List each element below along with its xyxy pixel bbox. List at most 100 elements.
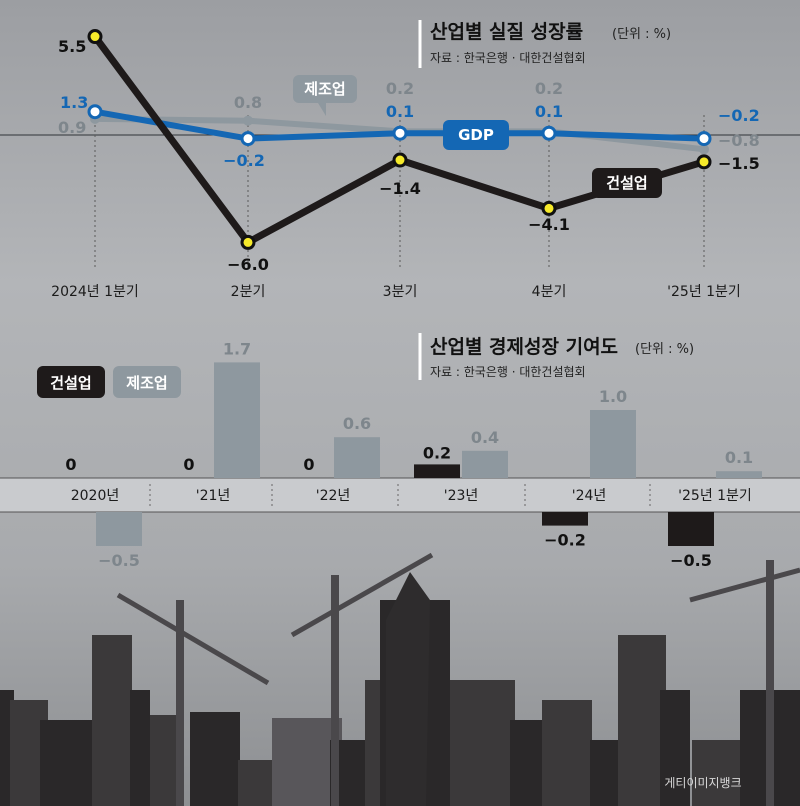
- unit-label: (단위 : %): [635, 342, 694, 357]
- data-label-construction: −0.5: [670, 551, 712, 570]
- data-label-construction: −4.1: [528, 215, 570, 234]
- building: [542, 700, 592, 806]
- data-label-construction: −1.4: [379, 179, 421, 198]
- data-label-manufacturing: 0.4: [471, 428, 499, 447]
- chart-title: 산업별 경제성장 기여도: [430, 336, 618, 358]
- point-construction: [240, 234, 256, 250]
- unit-label: (단위 : %): [612, 27, 671, 42]
- point-construction: [696, 154, 712, 170]
- x-axis-band: [0, 478, 800, 512]
- point-manufacturing: [243, 115, 253, 126]
- bar-manufacturing: [590, 410, 636, 478]
- bar-manufacturing: [716, 471, 762, 478]
- bar-manufacturing: [214, 362, 260, 478]
- data-label-manufacturing: 0.1: [725, 448, 753, 467]
- x-tick-label: '22년: [316, 488, 351, 504]
- data-label-manufacturing: 0.2: [386, 79, 414, 98]
- legend-swatch-manufacturing: [113, 366, 181, 398]
- x-tick-label: '25년 1분기: [667, 284, 741, 300]
- point-gdp: [240, 131, 256, 147]
- x-tick-label: '23년: [444, 488, 479, 504]
- point-construction: [87, 29, 103, 45]
- point-gdp: [696, 131, 712, 147]
- bar-construction: [668, 512, 714, 546]
- data-label-gdp: 0.1: [386, 102, 414, 121]
- data-label-gdp: −0.2: [718, 106, 760, 125]
- x-tick-label: 2020년: [71, 488, 120, 504]
- crane-boom: [689, 567, 800, 603]
- data-label-gdp: 1.3: [60, 93, 88, 112]
- data-label-manufacturing: 1.0: [599, 387, 627, 406]
- legend-swatch-construction: [37, 366, 105, 398]
- point-gdp: [87, 104, 103, 120]
- data-label-construction: −6.0: [227, 255, 269, 274]
- bar-manufacturing: [462, 450, 508, 478]
- city-skyline-illustration: [0, 552, 800, 806]
- callout-pointer: [318, 103, 326, 116]
- data-label-manufacturing: 0.6: [343, 414, 371, 433]
- building: [92, 635, 132, 806]
- data-label-construction: 0: [303, 455, 314, 474]
- x-tick-label: 2분기: [231, 284, 266, 300]
- data-label-gdp: 0.1: [535, 102, 563, 121]
- building: [190, 712, 240, 806]
- bar-construction: [414, 464, 460, 478]
- building: [238, 760, 274, 806]
- x-tick-label: '24년: [572, 488, 607, 504]
- point-manufacturing: [699, 144, 709, 155]
- callout-construction-box: [592, 168, 662, 198]
- x-tick-label: 3분기: [383, 284, 418, 300]
- building: [660, 690, 690, 806]
- building: [618, 635, 666, 806]
- chart-title: 산업별 실질 성장률: [430, 21, 583, 43]
- legend-label-manufacturing: 제조업: [126, 374, 167, 392]
- crane-mast: [176, 600, 184, 806]
- point-gdp: [541, 125, 557, 141]
- data-label-manufacturing: −0.8: [718, 131, 760, 150]
- bar-manufacturing: [96, 512, 142, 546]
- data-label-manufacturing: 1.7: [223, 339, 251, 358]
- image-credit: 게티이미지뱅크: [664, 776, 741, 790]
- growth-rate-line-chart: 산업별 실질 성장률 (단위 : %) 자료 : 한국은행 · 대한건설협회 2024…: [0, 20, 800, 300]
- building: [130, 690, 150, 806]
- building: [510, 720, 545, 806]
- data-label-manufacturing: 0.2: [535, 79, 563, 98]
- callout-gdp: GDP: [458, 126, 494, 144]
- callout-gdp-box: [443, 120, 509, 150]
- data-label-construction: −0.2: [544, 531, 586, 550]
- x-tick-label: '21년: [196, 488, 231, 504]
- building: [590, 740, 620, 806]
- crane-boom: [116, 592, 270, 686]
- x-tick-label: '25년 1분기: [678, 488, 752, 504]
- tower-building: [386, 572, 430, 806]
- data-label-construction: 0: [65, 455, 76, 474]
- building: [692, 740, 742, 806]
- callout-construction: 건설업: [606, 174, 647, 192]
- data-label-construction: 5.5: [58, 37, 86, 56]
- point-construction: [392, 152, 408, 168]
- legend-label-construction: 건설업: [50, 374, 91, 392]
- data-label-construction: 0: [183, 455, 194, 474]
- building: [40, 720, 92, 806]
- callout-manufacturing: 제조업: [304, 80, 345, 98]
- data-label-construction: 0.2: [423, 443, 451, 462]
- data-label-manufacturing: −0.5: [98, 551, 140, 570]
- crane-boom: [290, 552, 434, 638]
- data-label-manufacturing: 0.9: [58, 118, 86, 137]
- building: [150, 715, 180, 806]
- source-label: 자료 : 한국은행 · 대한건설협회: [430, 50, 586, 65]
- callout-manufacturing-box: [293, 75, 357, 103]
- x-tick-label: 2024년 1분기: [51, 284, 139, 300]
- data-label-construction: −1.5: [718, 154, 760, 173]
- source-label: 자료 : 한국은행 · 대한건설협회: [430, 364, 586, 379]
- point-construction: [541, 200, 557, 216]
- crane-mast: [331, 575, 339, 806]
- x-tick-label: 4분기: [532, 284, 567, 300]
- bar-manufacturing: [334, 437, 380, 478]
- data-label-gdp: −0.2: [223, 151, 265, 170]
- crane-mast: [766, 560, 774, 806]
- point-gdp: [392, 125, 408, 141]
- contribution-bar-chart: 산업별 경제성장 기여도 (단위 : %) 자료 : 한국은행 · 대한건설협회건설…: [0, 333, 800, 570]
- data-label-manufacturing: 0.8: [234, 93, 262, 112]
